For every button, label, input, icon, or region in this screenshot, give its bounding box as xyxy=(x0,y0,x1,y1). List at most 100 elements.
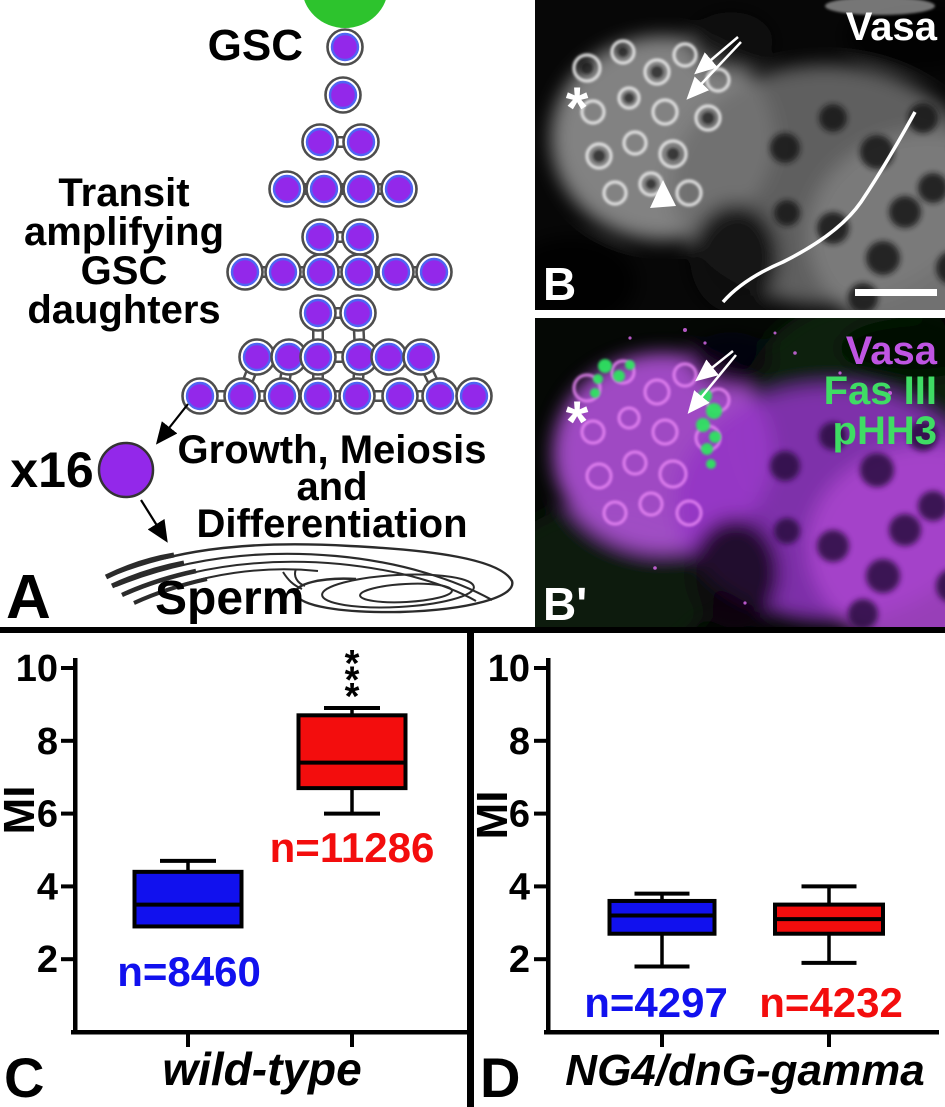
x-axis-label: NG4/dnG-gamma xyxy=(565,1046,924,1095)
germ-cell xyxy=(309,174,339,204)
panel-b-micrograph: * Vasa B xyxy=(535,0,945,310)
germ-cell xyxy=(267,381,297,411)
panel-letter: C xyxy=(4,1046,44,1107)
germ-cell xyxy=(242,342,272,372)
y-tick-label: 6 xyxy=(509,794,530,836)
y-tick xyxy=(61,884,73,889)
growth-line-1: Growth, Meiosis xyxy=(178,428,487,472)
asterisk-hub-mark: * xyxy=(566,76,589,141)
transit-amplifying-label: Transit amplifying GSC daughters xyxy=(24,171,224,332)
stain-labels: Vasa Fas III pHH3 xyxy=(824,329,938,453)
germ-cell xyxy=(330,32,360,62)
germ-cell xyxy=(343,298,373,328)
germ-cell xyxy=(328,80,358,110)
germ-cell xyxy=(268,257,298,287)
y-tick xyxy=(61,738,73,743)
germ-cell xyxy=(305,222,335,252)
germ-cells xyxy=(181,28,493,415)
panel-c-boxplot: 2 4 6 8 10 MI n=8460 n=11286 *** wild-type C xyxy=(0,643,467,1107)
germ-cell xyxy=(305,127,335,157)
y-tick-label: 2 xyxy=(509,939,530,981)
growth-line-2: and xyxy=(296,465,367,509)
y-axis xyxy=(73,658,78,1034)
stain-label-vasa: Vasa xyxy=(846,329,938,373)
germ-cell xyxy=(381,257,411,287)
box xyxy=(132,869,244,929)
y-tick-label: 8 xyxy=(37,721,58,763)
panel-a-letter: A xyxy=(6,563,51,627)
germ-cell xyxy=(385,381,415,411)
germ-cell xyxy=(406,342,436,372)
y-tick xyxy=(534,811,546,816)
germ-cell xyxy=(303,298,333,328)
transit-line-2: amplifying xyxy=(24,210,224,254)
x-axis xyxy=(544,1030,939,1035)
germ-cell xyxy=(272,174,302,204)
y-axis-label: MI xyxy=(0,786,44,835)
growth-line-3: Differentiation xyxy=(196,502,467,546)
x-axis xyxy=(71,1030,467,1035)
arrow-to-sperm xyxy=(140,499,168,543)
y-tick xyxy=(61,666,73,670)
panel-letter: D xyxy=(480,1046,520,1107)
y-tick xyxy=(534,666,546,670)
vertical-panel-divider xyxy=(467,627,474,1107)
box xyxy=(296,713,408,791)
stain-label-phh3: pHH3 xyxy=(833,409,937,453)
arrow-to-x16-cell xyxy=(155,403,189,445)
transit-line-1: Transit xyxy=(58,171,189,215)
growth-meiosis-label: Growth, Meiosis and Differentiation xyxy=(178,428,487,546)
panel-b-prime-micrograph: * Vasa Fas III pHH3 B' xyxy=(535,318,945,627)
stain-label-vasa: Vasa xyxy=(846,5,938,49)
y-axis xyxy=(546,658,551,1034)
x16-label: x16 xyxy=(10,442,93,498)
n-count-label: n=4297 xyxy=(584,979,728,1026)
y-tick-label: 8 xyxy=(509,721,530,763)
germ-cell xyxy=(459,381,489,411)
y-tick-label: 2 xyxy=(37,939,58,981)
y-tick-label: 10 xyxy=(16,648,58,690)
transit-line-4: daughters xyxy=(27,288,220,332)
hub-cell xyxy=(304,0,386,28)
y-tick-label: 4 xyxy=(509,866,530,908)
asterisk-hub-mark: * xyxy=(566,390,589,455)
germ-cell xyxy=(345,222,375,252)
lineage-tree xyxy=(181,28,493,415)
y-tick-label: 10 xyxy=(488,648,530,690)
germ-cell xyxy=(384,174,414,204)
y-tick-label: 4 xyxy=(37,866,58,908)
sperm-label: Sperm xyxy=(155,572,304,625)
germ-cell xyxy=(374,342,404,372)
scale-bar xyxy=(855,289,937,296)
double-arrow-mitotic-cells xyxy=(687,350,737,414)
cyst-boundary-line xyxy=(721,111,917,304)
panel-a-diagram: GSC Transit amplifying GSC daughters x16… xyxy=(6,0,514,627)
germ-cell xyxy=(227,381,257,411)
x-tick xyxy=(660,1034,664,1047)
germ-cell xyxy=(344,257,374,287)
arrowhead-mark xyxy=(650,180,676,208)
y-tick xyxy=(534,884,546,889)
y-tick xyxy=(61,811,73,816)
germ-cell xyxy=(274,342,304,372)
germ-cell xyxy=(303,342,333,372)
testis-tissue-illustration xyxy=(535,318,945,627)
testis-tissue-illustration xyxy=(535,0,945,310)
transit-line-3: GSC xyxy=(81,249,168,293)
germ-cell xyxy=(303,381,333,411)
y-tick xyxy=(61,957,73,962)
germ-cell xyxy=(419,257,449,287)
germ-cell xyxy=(306,257,336,287)
stain-label-fasiii: Fas III xyxy=(824,369,937,413)
germ-cell xyxy=(342,381,372,411)
panel-d-boxplot: 2 4 6 8 10 MI n=4297 n=4232 NG4/dnG-gamma D xyxy=(474,648,939,1107)
n-count-label: n=11286 xyxy=(270,824,435,871)
x-tick xyxy=(827,1034,831,1047)
germ-cell xyxy=(346,174,376,204)
germ-cell xyxy=(230,257,260,287)
x-axis-label: wild-type xyxy=(162,1043,361,1095)
y-tick-label: 6 xyxy=(37,794,58,836)
gsc-label: GSC xyxy=(208,21,303,70)
y-tick xyxy=(534,957,546,962)
